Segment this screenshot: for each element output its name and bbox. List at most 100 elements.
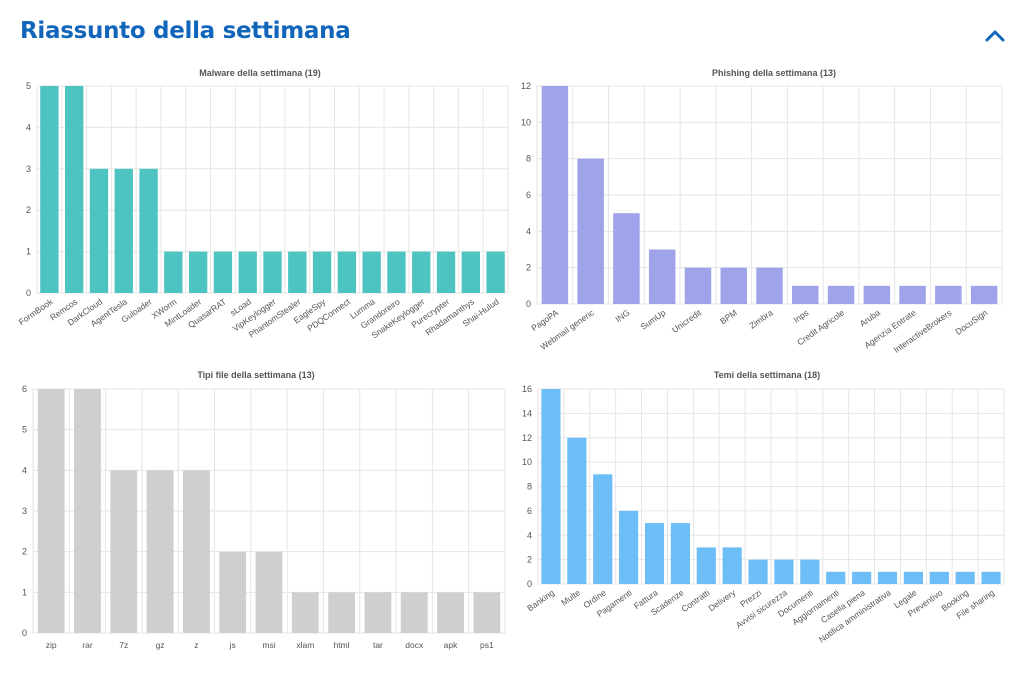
x-tick-label: html	[334, 640, 350, 650]
bar-scadenze[interactable]	[670, 523, 690, 584]
bar-lumma[interactable]	[362, 251, 381, 293]
bar-booking[interactable]	[955, 571, 975, 584]
bar-credit-agricole[interactable]	[827, 285, 855, 304]
bar-webmail-generic[interactable]	[577, 158, 604, 304]
x-tick-label: z	[194, 640, 198, 650]
y-tick-label: 2	[527, 555, 532, 565]
bar-contratti[interactable]	[696, 547, 716, 584]
y-tick-label: 0	[22, 628, 27, 638]
bar-shai-hulud[interactable]	[486, 251, 505, 293]
phishing-chart: Phishing della settimana (13) 0 2 4 6 8 10 12 Pa…	[512, 60, 1024, 360]
bar-remcos[interactable]	[65, 86, 84, 293]
y-tick-label: 3	[22, 506, 27, 516]
bar-preventivo[interactable]	[929, 571, 949, 584]
bar-msi[interactable]	[255, 551, 283, 633]
bar-grandoreiro[interactable]	[387, 251, 406, 293]
bar-quasarrat[interactable]	[213, 251, 233, 293]
bar-formbook[interactable]	[40, 86, 59, 293]
bar-purecrypter[interactable]	[436, 251, 456, 293]
bar-bpm[interactable]	[720, 267, 747, 304]
bar-xlam[interactable]	[291, 592, 319, 633]
chart-title: Temi della settimana (18)	[714, 370, 820, 380]
x-tick-label: 7z	[119, 640, 128, 650]
x-tick-label: Unicredit	[670, 307, 704, 335]
bar-prezzi[interactable]	[748, 559, 768, 584]
x-tick-label: rar	[82, 640, 93, 650]
bar-avvisi-sicurezza[interactable]	[774, 559, 794, 584]
bar-inps[interactable]	[792, 285, 819, 304]
y-tick-label: 2	[526, 263, 531, 273]
bar-xworm[interactable]	[164, 251, 183, 293]
bar-legale[interactable]	[903, 571, 923, 584]
bar-js[interactable]	[219, 551, 247, 633]
x-tick-label: js	[229, 640, 236, 650]
themes-chart-svg: Temi della settimana (18) 0 2 4 6 8 10 12 14 16 Ba…	[522, 370, 1005, 645]
bar-eaglespy[interactable]	[312, 251, 332, 293]
bar-pagamenti[interactable]	[619, 510, 639, 584]
collapse-button[interactable]	[980, 20, 1010, 50]
y-tick-label: 12	[522, 433, 532, 443]
x-tick-label: PagoPA	[529, 307, 560, 333]
bar-docusign[interactable]	[970, 285, 998, 304]
bar-sload[interactable]	[238, 251, 257, 293]
bar-apk[interactable]	[437, 592, 464, 633]
y-tick-label: 6	[526, 190, 531, 200]
bar-interactivebrokers[interactable]	[935, 285, 962, 304]
y-tick-label: 14	[522, 408, 532, 418]
bar-tar[interactable]	[364, 592, 392, 633]
y-tick-label: 5	[22, 425, 27, 435]
bar-mintloader[interactable]	[188, 251, 208, 293]
bar-phantomstealer[interactable]	[288, 251, 307, 293]
x-tick-label: Zimbra	[747, 307, 775, 331]
bar-sumup[interactable]	[648, 249, 676, 305]
bar-casella-piena[interactable]	[852, 571, 872, 584]
x-tick-label: Delivery	[706, 587, 737, 613]
bar-pdqconnect[interactable]	[337, 251, 357, 293]
x-tick-label: BPM	[718, 307, 739, 326]
bar-ing[interactable]	[613, 213, 640, 304]
bar-agenttesla[interactable]	[114, 168, 133, 293]
y-tick-label: 8	[526, 154, 531, 164]
bar-darkcloud[interactable]	[89, 168, 109, 293]
bar-vipkeylogger[interactable]	[263, 251, 282, 293]
bar-gz[interactable]	[146, 470, 174, 633]
bar-ordine[interactable]	[593, 474, 613, 584]
page-title: Riassunto della settimana	[20, 18, 351, 44]
x-tick-label: SumUp	[638, 307, 667, 332]
bar-banking[interactable]	[541, 389, 561, 584]
bar-ps1[interactable]	[473, 592, 501, 633]
bar-7z[interactable]	[110, 470, 138, 633]
y-tick-label: 4	[527, 530, 532, 540]
bar-multe[interactable]	[567, 437, 587, 584]
bar-fattura[interactable]	[644, 523, 665, 584]
bar-pagopa[interactable]	[541, 86, 569, 304]
bar-notifica-amministrativa[interactable]	[877, 571, 898, 584]
bar-docx[interactable]	[400, 592, 428, 633]
bar-rhadamanthys[interactable]	[461, 251, 480, 293]
bar-html[interactable]	[328, 592, 356, 633]
y-tick-label: 10	[521, 117, 531, 127]
chart-title: Phishing della settimana (13)	[712, 68, 836, 78]
bar-rar[interactable]	[74, 389, 101, 633]
bar-unicredit[interactable]	[684, 267, 712, 304]
bar-aruba[interactable]	[863, 285, 891, 304]
bar-file-sharing[interactable]	[981, 571, 1001, 584]
x-tick-label: ps1	[480, 640, 494, 650]
x-tick-label: Multe	[559, 587, 582, 607]
bar-zip[interactable]	[37, 389, 65, 633]
bar-delivery[interactable]	[722, 547, 742, 584]
malware-chart: Malware della settimana (19) 0 1 2 3 4 5 FormBo…	[0, 60, 512, 360]
bar-documenti[interactable]	[800, 559, 820, 584]
bar-aggiornamenti[interactable]	[826, 571, 846, 584]
bar-agenzia-entrate[interactable]	[899, 285, 926, 304]
y-tick-label: 6	[527, 506, 532, 516]
x-tick-label: Aruba	[858, 307, 883, 328]
bar-z[interactable]	[182, 470, 210, 633]
x-tick-label: xlam	[296, 640, 314, 650]
bar-guloader[interactable]	[139, 168, 158, 293]
bar-zimbra[interactable]	[756, 267, 783, 304]
bar-snakekeylogger[interactable]	[412, 251, 431, 293]
x-tick-label: Inps	[792, 307, 811, 324]
y-tick-label: 2	[26, 205, 31, 215]
y-tick-label: 4	[26, 122, 31, 132]
